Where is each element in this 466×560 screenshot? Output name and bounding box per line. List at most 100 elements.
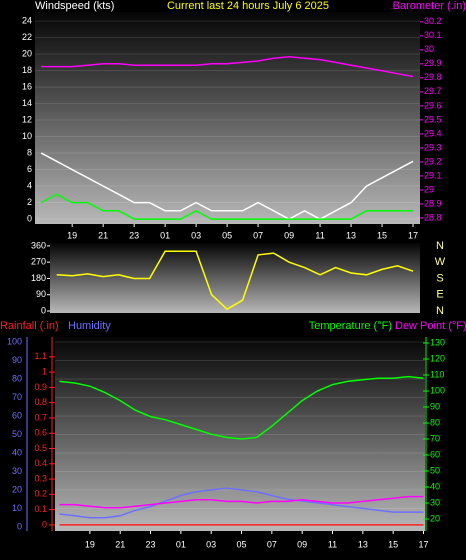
y2-tick-label: 70 [430,433,440,443]
y-tick-label: 2 [27,197,32,207]
x-tick-label: 15 [388,539,398,549]
series-line [59,495,424,509]
x-tick-label: 09 [297,539,307,549]
y2-tick-label: 60 [430,449,440,459]
x-tick-label: 13 [358,539,368,549]
y2-tick-label: 50 [430,465,440,475]
temperature-label: Temperature (°F) [309,320,392,332]
y-tick-label: 50 [12,429,22,439]
y2-tick-label: 29.9 [424,58,442,68]
y3-tick-label: 0.7 [34,412,47,422]
y2-tick-label: 110 [430,369,444,379]
y2-tick-label: 29.3 [424,142,442,152]
compass-label: S [436,272,443,284]
compass-label: N [436,240,444,252]
y2-tick-label: 30 [430,497,440,507]
y-tick-label: 4 [27,180,32,190]
x-tick-label: 23 [129,230,139,240]
x-tick-label: 01 [176,539,186,549]
y3-tick-label: 1 [42,367,47,377]
y-tick-label: 20 [12,484,22,494]
y2-tick-label: 100 [430,385,445,395]
y3-tick-label: 0.4 [34,458,47,468]
y-tick-label: 90 [36,289,46,299]
y-tick-label: 16 [22,81,32,91]
x-tick-label: 21 [98,230,108,240]
y3-tick-label: 0.5 [34,443,47,453]
y3-tick-label: 0.8 [34,397,47,407]
x-tick-label: 09 [284,230,294,240]
y3-tick-label: 0 [42,519,47,529]
y-tick-label: 18 [22,65,32,75]
y-tick-label: 22 [22,32,32,42]
y2-tick-label: 29.8 [424,72,442,82]
y-tick-label: 60 [12,410,22,420]
y-tick-label: 90 [12,355,22,365]
x-tick-label: 13 [346,230,356,240]
compass-label: E [436,289,443,301]
y2-tick-label: 29.1 [424,170,442,180]
dewpoint-label: Dew Point (°F) [395,320,466,332]
y-tick-label: 10 [22,131,32,141]
y2-tick-label: 29.7 [424,86,442,96]
x-tick-label: 21 [115,539,125,549]
series-line [40,193,413,220]
x-tick-label: 19 [85,539,95,549]
panel-wind [35,12,420,224]
y-tick-label: 360 [31,240,46,250]
y3-tick-label: 0.6 [34,428,47,438]
y-tick-label: 10 [12,503,22,513]
x-tick-label: 05 [237,539,247,549]
y2-tick-label: 30 [424,44,434,54]
x-tick-label: 01 [160,230,170,240]
x-tick-label: 03 [206,539,216,549]
x-tick-label: 11 [315,230,324,240]
y-tick-label: 8 [27,147,32,157]
x-tick-label: 07 [253,230,263,240]
y2-tick-label: 29.6 [424,100,442,110]
y3-tick-label: 0.9 [34,382,47,392]
chart-title: Current last 24 hours July 6 2025 [167,0,329,12]
y-tick-label: 100 [7,336,22,346]
x-tick-label: 05 [222,230,232,240]
humidity-label: Humidity [68,320,111,332]
y3-tick-label: 0.3 [34,473,47,483]
y-tick-label: 14 [22,98,32,108]
y3-tick-label: 0.1 [34,504,47,514]
barometer-label: Barometer (.in) [393,0,466,12]
y2-tick-label: 120 [430,353,445,363]
series-line [40,152,414,220]
panel-direction [50,243,420,313]
series-line [41,56,414,78]
y2-tick-label: 130 [430,337,445,347]
y-tick-label: 40 [12,447,22,457]
y2-tick-label: 29.5 [424,114,442,124]
compass-label: N [436,305,444,317]
y-tick-label: 180 [31,273,46,283]
x-tick-label: 07 [267,539,277,549]
compass-label: W [435,256,446,268]
y-tick-label: 12 [22,114,32,124]
y-tick-label: 0 [27,213,32,223]
y3-tick-label: 0.2 [34,489,47,499]
y2-tick-label: 20 [430,513,440,523]
y-tick-label: 24 [22,15,32,25]
x-tick-label: 15 [377,230,387,240]
y2-tick-label: 29.4 [424,128,442,138]
y2-tick-label: 90 [430,401,440,411]
y2-tick-label: 28.8 [424,212,442,222]
y2-tick-label: 29.2 [424,156,442,166]
y2-tick-label: 30.1 [424,30,442,40]
series-line [56,250,414,311]
y-tick-label: 0 [41,305,46,315]
x-tick-label: 17 [408,230,418,240]
y-tick-label: 70 [12,392,22,402]
x-tick-label: 23 [146,539,156,549]
y3-tick-label: 1.1 [34,351,47,361]
panel-temp [55,337,425,531]
y2-tick-label: 30.2 [424,16,442,26]
y2-tick-label: 80 [430,417,440,427]
y-tick-label: 30 [12,466,22,476]
y2-tick-label: 29 [424,184,434,194]
